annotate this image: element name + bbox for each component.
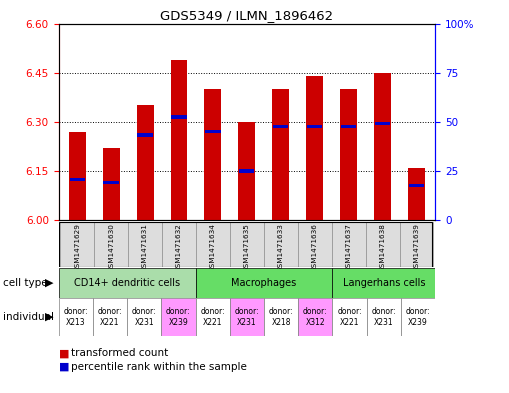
Text: donor:
X231: donor: X231 (132, 307, 156, 327)
Bar (341, 125, 356, 129)
Text: donor:
X239: donor: X239 (406, 307, 431, 327)
Bar (161, 298, 195, 336)
Bar (340, 89, 357, 220)
Bar (366, 298, 401, 336)
Bar (127, 298, 161, 336)
Bar (60, 222, 94, 267)
Text: CD14+ dendritic cells: CD14+ dendritic cells (74, 278, 180, 288)
Text: GSM1471637: GSM1471637 (346, 223, 352, 272)
Text: GSM1471629: GSM1471629 (74, 223, 80, 272)
Bar (137, 133, 153, 136)
Bar (264, 298, 298, 336)
Bar (94, 222, 128, 267)
Text: donor:
X218: donor: X218 (269, 307, 293, 327)
Text: donor:
X231: donor: X231 (235, 307, 259, 327)
Text: Langerhans cells: Langerhans cells (343, 278, 425, 288)
Text: GSM1471633: GSM1471633 (278, 223, 284, 272)
Bar (375, 122, 390, 125)
Bar (264, 222, 298, 267)
Text: donor:
X221: donor: X221 (201, 307, 225, 327)
Bar (408, 168, 425, 220)
Bar (171, 60, 187, 220)
Bar (401, 298, 435, 336)
Bar (172, 115, 187, 119)
Bar (365, 222, 400, 267)
Bar (195, 268, 332, 298)
Bar (93, 298, 127, 336)
Text: ■: ■ (59, 348, 73, 358)
Bar (70, 178, 85, 181)
Text: GSM1471634: GSM1471634 (210, 223, 216, 272)
Text: GSM1471630: GSM1471630 (108, 223, 114, 272)
Text: donor:
X221: donor: X221 (337, 307, 362, 327)
Bar (273, 125, 289, 129)
Bar (298, 298, 332, 336)
Bar (205, 130, 220, 133)
Text: donor:
X231: donor: X231 (372, 307, 396, 327)
Text: ▶: ▶ (45, 312, 53, 322)
Text: GSM1471639: GSM1471639 (413, 223, 419, 272)
Bar (59, 268, 195, 298)
Bar (306, 76, 323, 220)
Text: cell type: cell type (3, 278, 47, 288)
Text: GSM1471638: GSM1471638 (380, 223, 386, 272)
Text: donor:
X239: donor: X239 (166, 307, 191, 327)
Bar (374, 73, 391, 220)
Bar (230, 222, 264, 267)
Bar (307, 125, 322, 129)
Title: GDS5349 / ILMN_1896462: GDS5349 / ILMN_1896462 (160, 9, 333, 22)
Bar (272, 89, 289, 220)
Bar (136, 105, 154, 220)
Bar (59, 298, 93, 336)
Bar (103, 148, 120, 220)
Bar (103, 181, 119, 184)
Text: GSM1471635: GSM1471635 (244, 223, 250, 272)
Bar (205, 89, 221, 220)
Bar (239, 169, 254, 173)
Text: Macrophages: Macrophages (232, 278, 297, 288)
Text: GSM1471632: GSM1471632 (176, 223, 182, 272)
Text: donor:
X221: donor: X221 (98, 307, 122, 327)
Bar (409, 184, 424, 187)
Bar (332, 222, 365, 267)
Bar (196, 222, 230, 267)
Text: ▶: ▶ (45, 278, 53, 288)
Text: GSM1471631: GSM1471631 (142, 223, 148, 272)
Text: donor:
X312: donor: X312 (303, 307, 328, 327)
Text: individual: individual (3, 312, 53, 322)
Bar (238, 122, 256, 220)
Bar (69, 132, 86, 220)
Bar (400, 222, 434, 267)
Bar (230, 298, 264, 336)
Text: GSM1471636: GSM1471636 (312, 223, 318, 272)
Bar (162, 222, 196, 267)
Bar (332, 298, 366, 336)
Text: donor:
X213: donor: X213 (63, 307, 88, 327)
Text: transformed count: transformed count (71, 348, 168, 358)
Bar (195, 298, 230, 336)
Bar (298, 222, 332, 267)
Bar (332, 268, 435, 298)
Text: ■: ■ (59, 362, 73, 372)
Bar (128, 222, 162, 267)
Text: percentile rank within the sample: percentile rank within the sample (71, 362, 247, 372)
